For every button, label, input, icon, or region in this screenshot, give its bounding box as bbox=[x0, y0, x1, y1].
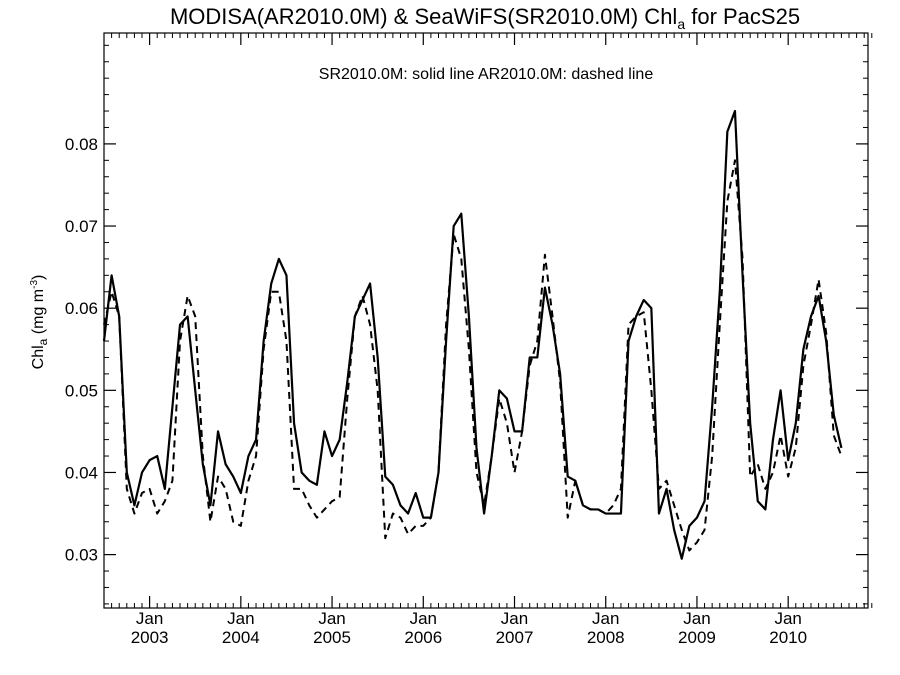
x-tick-label-year: 2006 bbox=[404, 628, 442, 647]
chart-title: MODISA(AR2010.0M) & SeaWiFS(SR2010.0M) C… bbox=[170, 4, 800, 32]
x-tick-label-year: 2009 bbox=[678, 628, 716, 647]
series-line-sr2010 bbox=[102, 109, 843, 560]
title-subscript: a bbox=[677, 16, 685, 32]
x-tick-label-year: 2005 bbox=[313, 628, 351, 647]
ticks-group: 0.030.040.050.060.070.08Jan2003Jan2004Ja… bbox=[65, 33, 873, 647]
x-tick-label-month: Jan bbox=[318, 609, 345, 628]
y-axis-label: Chla (mg m-3) bbox=[29, 275, 50, 370]
x-tick-label-month: Jan bbox=[227, 609, 254, 628]
title-suffix: for PacS25 bbox=[685, 4, 800, 29]
y-tick-label: 0.07 bbox=[65, 217, 98, 236]
y-tick-label: 0.04 bbox=[65, 463, 98, 482]
x-tick-label-year: 2003 bbox=[131, 628, 169, 647]
y-tick-label: 0.03 bbox=[65, 546, 98, 565]
x-tick-label-month: Jan bbox=[683, 609, 710, 628]
x-tick-label-month: Jan bbox=[501, 609, 528, 628]
axes-group bbox=[103, 32, 869, 609]
x-tick-label-year: 2004 bbox=[222, 628, 260, 647]
y-axis-label-text: Chla (mg m-3) bbox=[29, 275, 50, 370]
y-tick-label: 0.08 bbox=[65, 135, 98, 154]
x-tick-label-month: Jan bbox=[774, 609, 801, 628]
x-tick-label-year: 2010 bbox=[769, 628, 807, 647]
y-tick-label: 0.06 bbox=[65, 299, 98, 318]
ylabel-subscript: a bbox=[36, 338, 50, 345]
x-tick-label-month: Jan bbox=[136, 609, 163, 628]
series-line-ar2010 bbox=[103, 159, 843, 552]
ylabel-main: Chl bbox=[30, 345, 47, 369]
ylabel-unit-sup: -3 bbox=[29, 280, 40, 289]
y-tick-label: 0.05 bbox=[65, 381, 98, 400]
x-tick-label-month: Jan bbox=[410, 609, 437, 628]
x-tick-label-year: 2008 bbox=[587, 628, 625, 647]
ylabel-unit-close: ) bbox=[30, 275, 47, 280]
x-tick-label-year: 2007 bbox=[496, 628, 534, 647]
legend-text: SR2010.0M: solid line AR2010.0M: dashed … bbox=[319, 66, 654, 83]
plot-frame bbox=[103, 32, 869, 609]
ylabel-unit-open: (mg m bbox=[30, 289, 47, 339]
title-main: MODISA(AR2010.0M) & SeaWiFS(SR2010.0M) C… bbox=[170, 4, 677, 29]
x-tick-label-month: Jan bbox=[592, 609, 619, 628]
series-group bbox=[102, 109, 843, 560]
